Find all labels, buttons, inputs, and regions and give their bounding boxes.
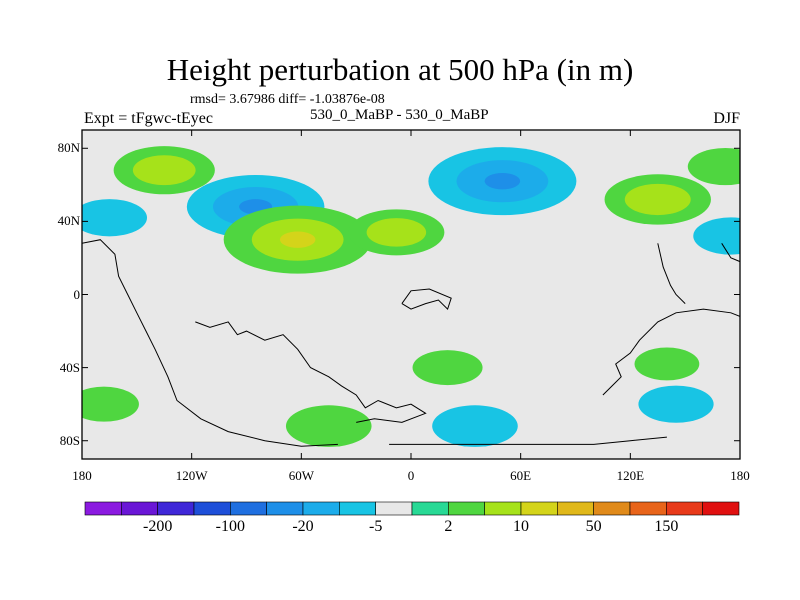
colorbar-label: 10 [513, 518, 529, 535]
colorbar-swatch [121, 501, 158, 516]
anomaly-contour [132, 155, 196, 186]
anomaly-contour [687, 147, 740, 186]
colorbar-swatch [339, 501, 376, 516]
coastline [721, 243, 740, 263]
tick-label: 0 [407, 468, 415, 483]
anomaly-contour [432, 405, 518, 447]
colorbar-swatch [629, 501, 667, 516]
anomaly-contour [82, 199, 148, 237]
anomaly-contours [82, 146, 740, 447]
colorbar-swatch [84, 501, 122, 516]
colorbar-swatch [593, 501, 631, 516]
coastline [657, 243, 686, 304]
colorbar-label: -5 [368, 518, 383, 535]
colorbar-swatch [375, 501, 413, 516]
coastline [602, 308, 740, 396]
tick-label: 40S [59, 359, 80, 375]
tick-label: 80S [59, 432, 80, 448]
colorbar-swatch [520, 501, 558, 516]
coastline [389, 436, 667, 445]
tick-label: 60W [288, 468, 314, 483]
coastline [195, 321, 427, 423]
stats-line: rmsd= 3.67986 diff= -1.03876e-08 [190, 92, 385, 107]
colorbar-swatch [484, 501, 522, 516]
colorbar-swatch [230, 501, 267, 516]
anomaly-contour [366, 218, 427, 247]
tick-label: 120W [175, 468, 208, 483]
colorbar-swatch [193, 501, 231, 516]
coastline [82, 239, 338, 447]
anomaly-contour [624, 183, 691, 216]
season-label: DJF [713, 110, 740, 127]
anomaly-contour [285, 405, 372, 447]
colorbar-swatch [411, 501, 449, 516]
colorbar-swatch [448, 501, 485, 516]
tick-label: 80N [57, 140, 80, 156]
anomaly-contour [693, 217, 740, 255]
colorbar-label: -200 [142, 518, 173, 535]
axis-ticks [81, 130, 741, 459]
colorbar [84, 501, 740, 516]
anomaly-contour [638, 385, 714, 423]
colorbar-label: 50 [585, 518, 602, 535]
anomaly-contour [634, 347, 700, 381]
colorbar-label: -100 [215, 518, 245, 535]
colorbar-swatch [666, 501, 703, 516]
tick-label: 120E [616, 468, 645, 483]
colorbar-swatch [157, 501, 195, 516]
colorbar-label: 2 [444, 518, 453, 535]
tick-label: 60E [510, 468, 532, 483]
tick-label: 40N [57, 213, 80, 229]
colorbar-swatch [557, 501, 594, 516]
chart-title: Height perturbation at 500 hPa (in m) [166, 52, 634, 87]
anomaly-contour [412, 350, 483, 386]
coastlines [82, 239, 740, 447]
anomaly-contour [279, 231, 316, 248]
colorbar-swatch [266, 501, 304, 516]
colorbar-label: 150 [654, 518, 679, 535]
anomaly-contour [484, 173, 521, 190]
case-label: 530_0_MaBP - 530_0_MaBP [310, 107, 489, 123]
experiment-label: Expt = tFgwc-tEyec [84, 110, 213, 127]
tick-label: 180 [72, 468, 92, 483]
tick-label: 180 [730, 468, 750, 483]
colorbar-label: -20 [292, 518, 314, 535]
tick-label: 0 [73, 286, 81, 302]
anomaly-contour [82, 386, 139, 422]
coastline [401, 288, 452, 311]
colorbar-swatch [302, 501, 340, 516]
colorbar-swatch [702, 501, 740, 516]
